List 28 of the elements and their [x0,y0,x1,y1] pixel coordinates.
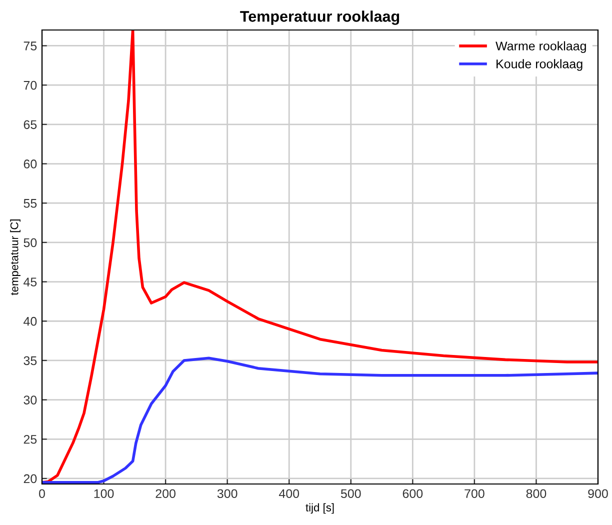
y-tick-label: 70 [24,80,37,90]
y-tick-label: 20 [24,474,37,484]
y-tick-label: 25 [24,434,37,444]
y-tick-label: 40 [24,316,37,326]
legend-label: Warme rooklaag [496,41,586,53]
y-tick-label: 35 [24,356,37,366]
x-tick-label: 500 [340,489,361,498]
y-tick-label: 75 [24,42,37,50]
x-tick-label: 200 [156,489,176,498]
y-tick-label: 30 [24,396,37,404]
y-tick-label: 65 [24,120,37,130]
x-tick-label: 100 [94,489,114,498]
x-tick-label: 900 [588,489,608,498]
y-tick-label: 55 [24,199,37,208]
x-axis-title: tijd [s] [306,503,334,514]
line-series [42,30,598,484]
x-tick-label: 700 [464,489,484,498]
x-tick-label: 600 [402,489,423,498]
y-axis-title: tempetatuur [C] [10,220,20,296]
y-tick-label: 45 [24,278,37,286]
legend-label: Koude rooklaag [496,59,582,71]
x-tick-label: 800 [526,489,546,498]
x-tick-label: 300 [217,489,238,498]
x-tick-label: 400 [278,489,300,498]
chart-title: Temperatuur rooklaag [240,10,400,25]
x-tick-label: 0 [39,489,45,498]
y-tick-label: 60 [24,160,37,168]
y-tick-label: 50 [24,238,37,248]
